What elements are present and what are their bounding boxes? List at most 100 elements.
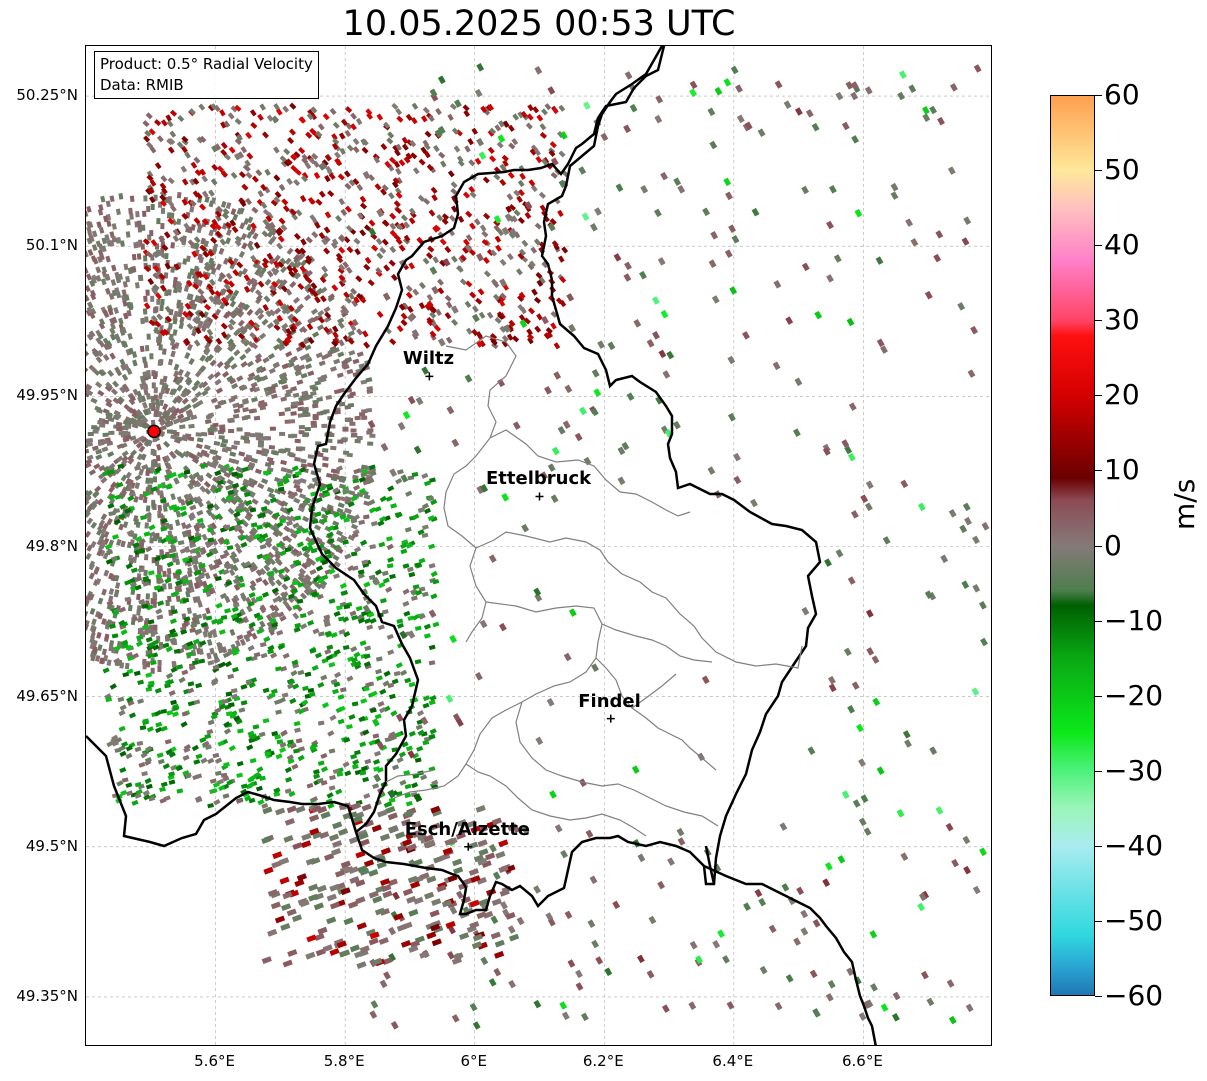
echo-cell	[364, 645, 372, 651]
echo-cell	[322, 113, 330, 121]
echo-cell	[379, 246, 387, 255]
echo-cell	[382, 292, 391, 301]
echo-cell	[206, 652, 212, 660]
echo-cell	[337, 502, 345, 509]
echo-cell	[334, 671, 342, 679]
echo-cell	[369, 544, 377, 550]
echo-cell	[116, 780, 124, 787]
echo-cell	[288, 419, 296, 424]
echo-cell	[334, 151, 341, 159]
echo-cell	[117, 696, 125, 703]
echo-cell	[728, 224, 737, 233]
echo-cell	[181, 397, 189, 405]
echo-cell	[219, 109, 226, 117]
echo-cell	[276, 629, 284, 636]
echo-cell	[501, 493, 510, 502]
echo-cell	[372, 758, 381, 765]
echo-cell	[863, 827, 872, 836]
echo-cell	[433, 144, 440, 153]
echo-cell	[94, 485, 102, 493]
echo-cell	[86, 266, 89, 274]
echo-cell	[255, 436, 263, 441]
echo-cell	[534, 222, 542, 230]
echo-cell	[245, 131, 253, 139]
echo-cell	[243, 339, 251, 347]
echo-cell	[113, 590, 120, 598]
echo-cell	[689, 88, 698, 98]
echo-cell	[281, 692, 289, 698]
echo-cell	[228, 378, 237, 385]
echo-cell	[561, 1011, 570, 1021]
echo-cell	[375, 668, 382, 675]
echo-cell	[550, 322, 557, 330]
echo-cell	[285, 604, 293, 612]
echo-cell	[396, 115, 404, 123]
echo-cell	[215, 387, 223, 394]
echo-cell	[967, 369, 976, 378]
echo-cell	[223, 363, 231, 370]
echo-cell	[321, 265, 328, 273]
echo-cell	[98, 226, 105, 234]
echo-cell	[338, 132, 346, 140]
echo-cell	[385, 586, 393, 593]
echo-cell	[157, 504, 163, 512]
echo-cell	[333, 610, 341, 617]
echo-cell	[168, 690, 176, 697]
echo-cell	[285, 776, 293, 783]
echo-cell	[259, 543, 267, 550]
echo-cell	[242, 435, 250, 441]
echo-cell	[97, 208, 104, 216]
echo-cell	[241, 242, 248, 250]
echo-cell	[368, 219, 376, 227]
echo-cell	[100, 513, 108, 521]
echo-cell	[91, 274, 98, 282]
echo-cell	[841, 790, 850, 799]
echo-cell	[277, 448, 285, 454]
echo-cell	[481, 230, 489, 238]
echo-cell	[449, 634, 458, 644]
echo-cell	[624, 71, 633, 80]
echo-cell	[297, 669, 305, 676]
echo-cell	[210, 788, 218, 794]
echo-cell	[268, 492, 276, 499]
echo-cell	[230, 362, 238, 370]
echo-cell	[150, 465, 155, 472]
echo-cell	[408, 730, 416, 737]
echo-cell	[532, 106, 540, 114]
echo-cell	[653, 208, 662, 218]
echo-cell	[225, 228, 232, 236]
echo-cell	[227, 673, 235, 680]
echo-cell	[210, 178, 218, 186]
echo-cell	[170, 434, 178, 440]
echo-cell	[160, 119, 168, 127]
echo-cell	[154, 119, 162, 127]
echo-cell	[660, 309, 669, 319]
echo-cell	[400, 214, 408, 222]
echo-cell	[204, 419, 212, 425]
echo-cell	[359, 195, 367, 203]
echo-cell	[455, 890, 464, 900]
echo-cell	[585, 829, 594, 839]
echo-cell	[926, 997, 935, 1007]
echo-cell	[196, 399, 204, 407]
echo-cell	[176, 496, 183, 504]
echo-cell	[141, 771, 148, 777]
echo-cell	[814, 310, 823, 320]
echo-cell	[852, 799, 861, 808]
echo-cell	[122, 504, 129, 513]
echo-cell	[395, 167, 402, 176]
echo-cell	[733, 452, 741, 462]
echo-cell	[101, 588, 107, 596]
echo-cell	[105, 401, 113, 408]
echo-cell	[271, 545, 279, 553]
echo-cell	[177, 114, 185, 123]
echo-cell	[238, 171, 246, 179]
radar-map[interactable]	[85, 45, 992, 1046]
echo-cell	[462, 104, 470, 112]
echo-cell	[178, 322, 185, 330]
echo-cell	[370, 1000, 379, 1009]
echo-cell	[515, 268, 523, 276]
echo-cell	[758, 897, 767, 907]
echo-cell	[279, 431, 286, 436]
echo-cell	[122, 383, 129, 391]
